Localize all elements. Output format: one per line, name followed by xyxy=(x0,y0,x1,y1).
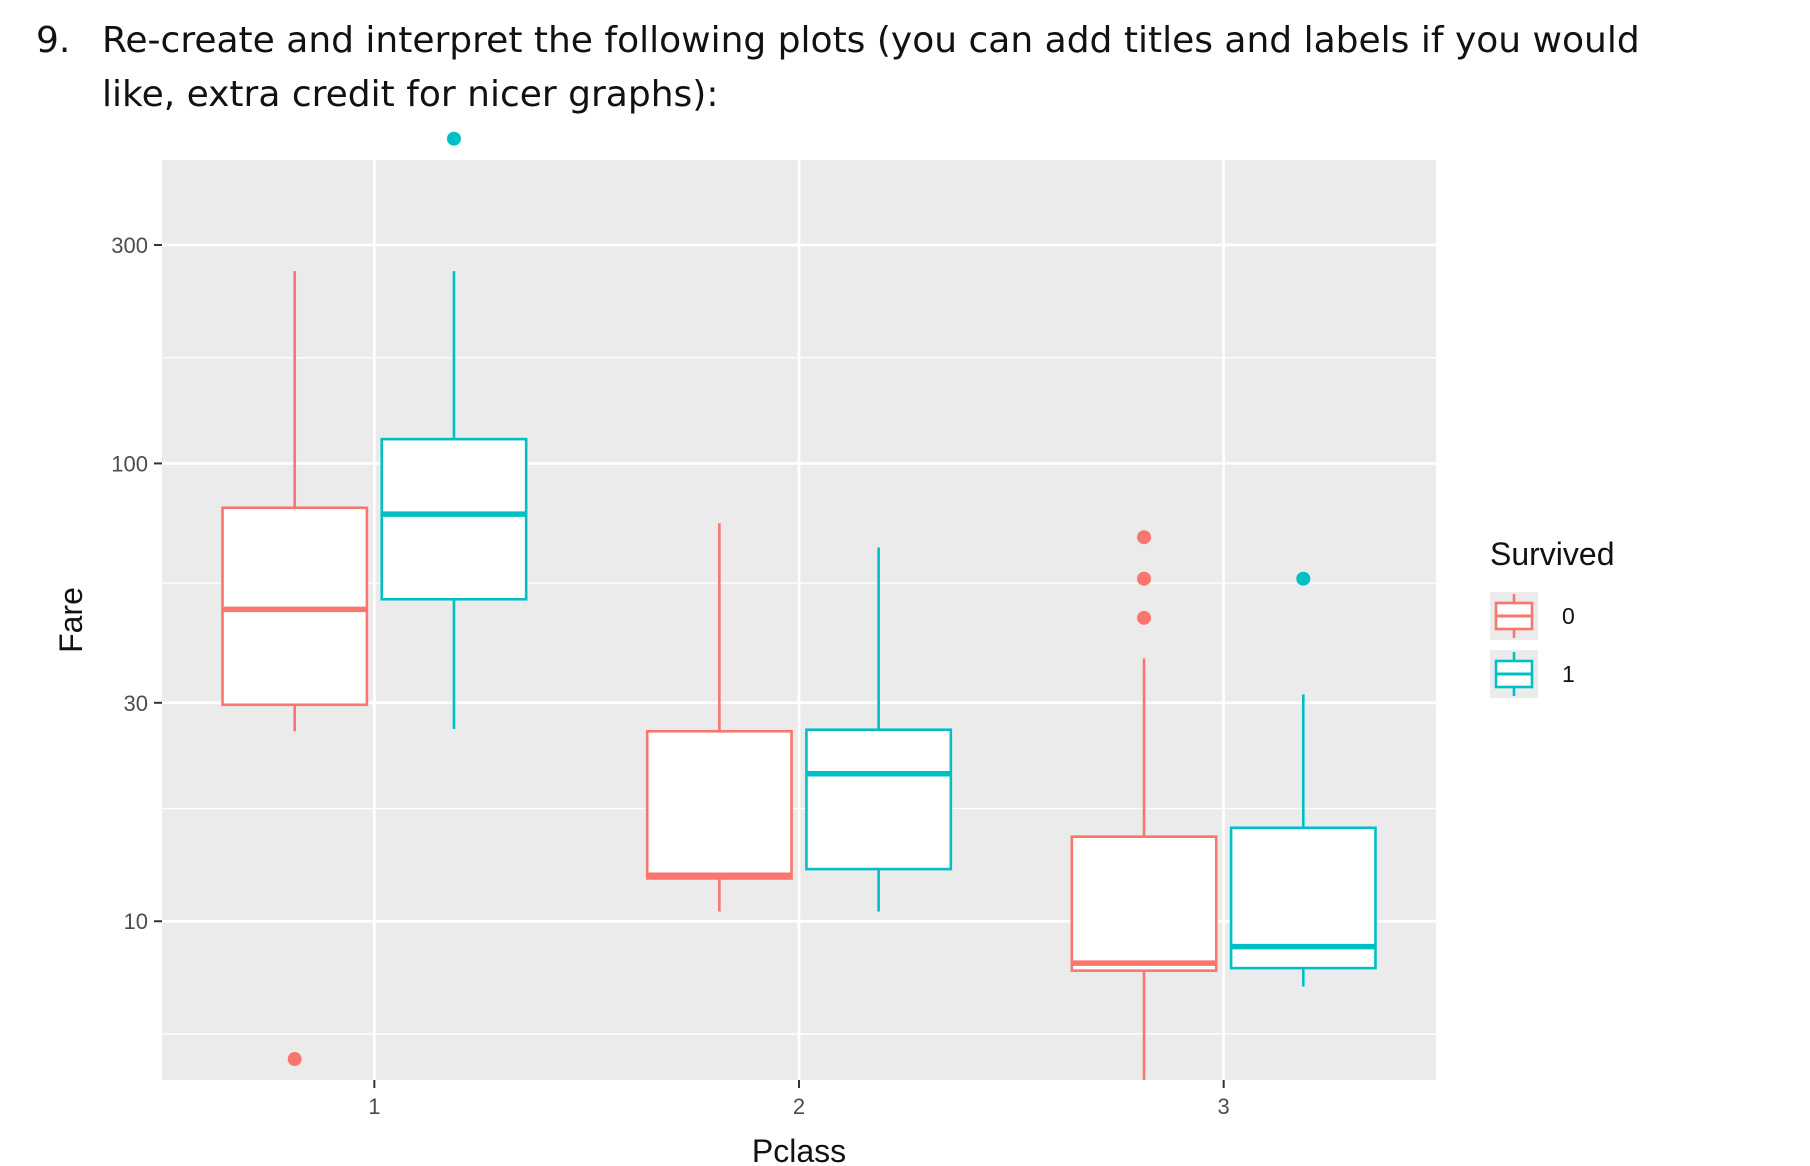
box-iqr xyxy=(645,729,793,880)
box-0-class-3 xyxy=(1070,530,1218,1080)
outlier-point xyxy=(446,131,461,146)
question-number: 9. xyxy=(36,20,71,61)
legend-label: 0 xyxy=(1562,603,1575,629)
y-tick-label: 300 xyxy=(111,233,148,258)
box-iqr xyxy=(805,728,953,871)
x-axis: 1 2 3 xyxy=(368,1080,1230,1119)
box-1-class-3 xyxy=(1229,571,1377,987)
x-tick-label: 3 xyxy=(1218,1094,1230,1119)
y-tick-label: 30 xyxy=(124,691,148,716)
outlier-point xyxy=(1137,530,1152,545)
box-1-class-1 xyxy=(380,131,528,729)
x-tick-label: 1 xyxy=(368,1094,380,1119)
x-tick-label: 2 xyxy=(793,1094,805,1119)
legend: Survived 0 1 xyxy=(1490,536,1615,698)
legend-label: 1 xyxy=(1562,661,1575,687)
outlier-point xyxy=(1137,610,1152,625)
outlier-point xyxy=(1137,571,1152,586)
y-tick-label: 100 xyxy=(111,451,148,476)
y-tick-label: 10 xyxy=(124,909,148,934)
y-axis: 10 30 100 300 xyxy=(111,233,162,934)
box-iqr xyxy=(1070,835,1218,972)
box-1-class-2 xyxy=(805,547,953,912)
outlier-point xyxy=(287,1052,302,1067)
box-iqr xyxy=(221,506,369,707)
box-iqr xyxy=(380,437,528,601)
x-axis-title: Pclass xyxy=(752,1133,846,1166)
box-series xyxy=(221,131,1377,1080)
legend-key-0: 0 xyxy=(1490,592,1575,640)
outlier-point xyxy=(1296,571,1311,586)
legend-key-1: 1 xyxy=(1490,650,1575,698)
box-0-class-1 xyxy=(221,271,369,1067)
box-0-class-2 xyxy=(645,523,793,912)
legend-title: Survived xyxy=(1490,536,1615,572)
major-gridlines xyxy=(162,160,1436,1080)
question-text: Re-create and interpret the following pl… xyxy=(102,20,1640,115)
y-axis-title: Fare xyxy=(53,587,89,653)
